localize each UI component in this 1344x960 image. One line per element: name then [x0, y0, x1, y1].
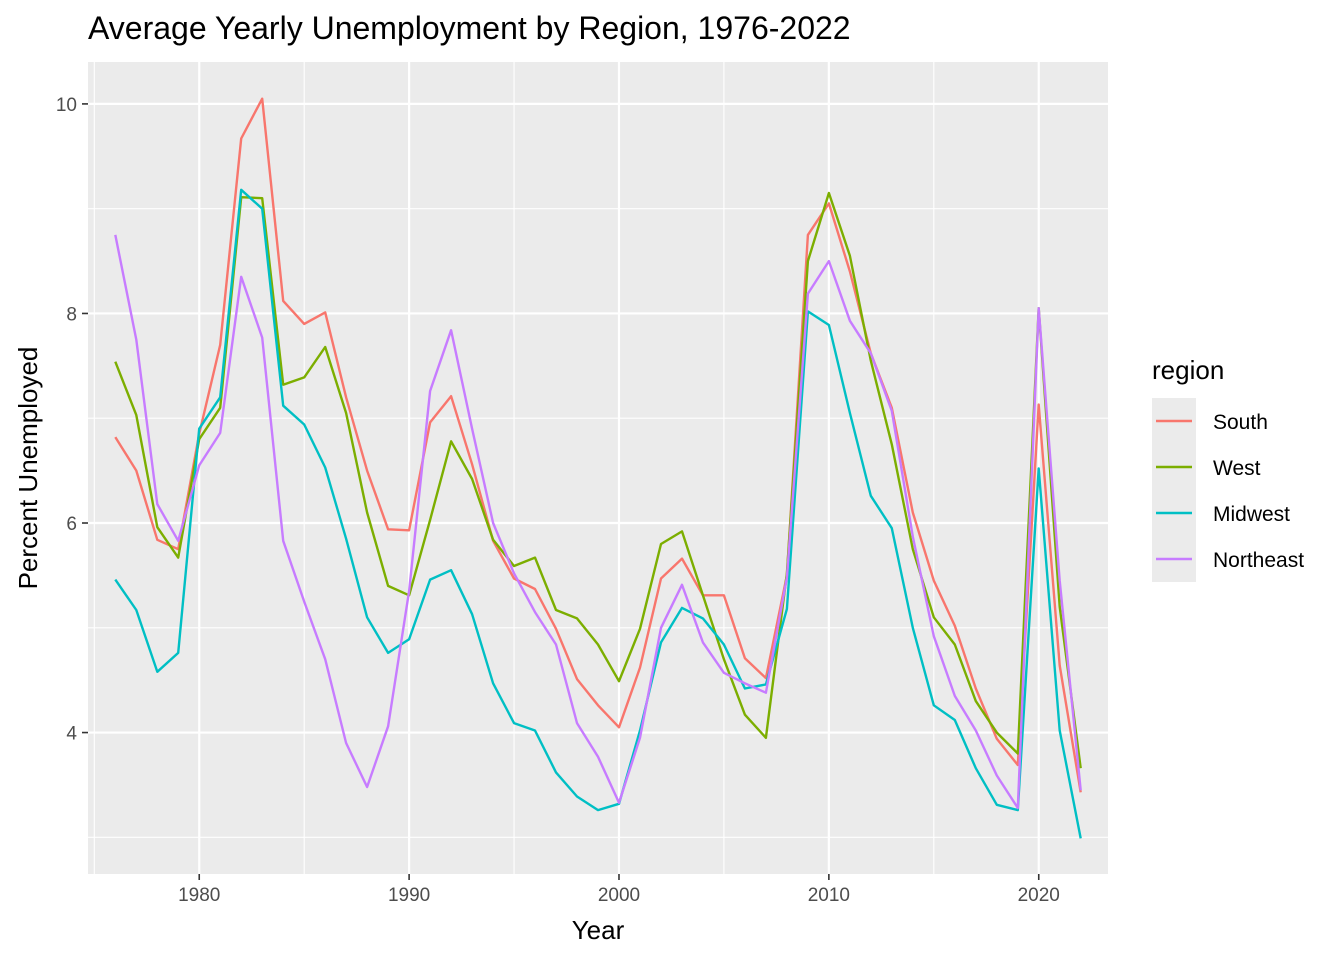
- y-axis-ticks: 4 6 8 10: [56, 95, 88, 745]
- series-lines: [114, 97, 1082, 839]
- x-axis-ticks: 1980 1990 2000 2010 2020: [178, 874, 1060, 906]
- legend-label-midwest: Midwest: [1213, 503, 1290, 526]
- x-tick-label: 1980: [178, 885, 220, 906]
- x-tick-label: 2020: [1018, 885, 1060, 906]
- series-line-south: [114, 97, 1082, 793]
- legend-label-south: South: [1213, 411, 1268, 434]
- chart-title: Average Yearly Unemployment by Region, 1…: [88, 10, 851, 46]
- legend-title: region: [1152, 355, 1224, 385]
- legend-key-background: [1152, 398, 1196, 582]
- y-tick-label: 10: [56, 95, 77, 116]
- y-tick-label: 8: [66, 304, 77, 325]
- y-tick-label: 6: [66, 514, 77, 535]
- series-line-northeast: [114, 234, 1082, 810]
- x-tick-label: 2000: [598, 885, 640, 906]
- minor-gridlines: [88, 62, 1108, 874]
- y-axis-title: Percent Unemployed: [13, 347, 43, 590]
- legend-label-west: West: [1213, 457, 1261, 480]
- y-tick-label: 4: [66, 724, 77, 745]
- legend: region South West Midwest Northeast: [1152, 355, 1304, 582]
- x-tick-label: 1990: [388, 885, 430, 906]
- plot-panel: [88, 62, 1108, 874]
- x-axis-title: Year: [572, 915, 625, 945]
- x-tick-label: 2010: [808, 885, 850, 906]
- legend-label-northeast: Northeast: [1213, 549, 1304, 572]
- series-line-midwest: [114, 188, 1082, 839]
